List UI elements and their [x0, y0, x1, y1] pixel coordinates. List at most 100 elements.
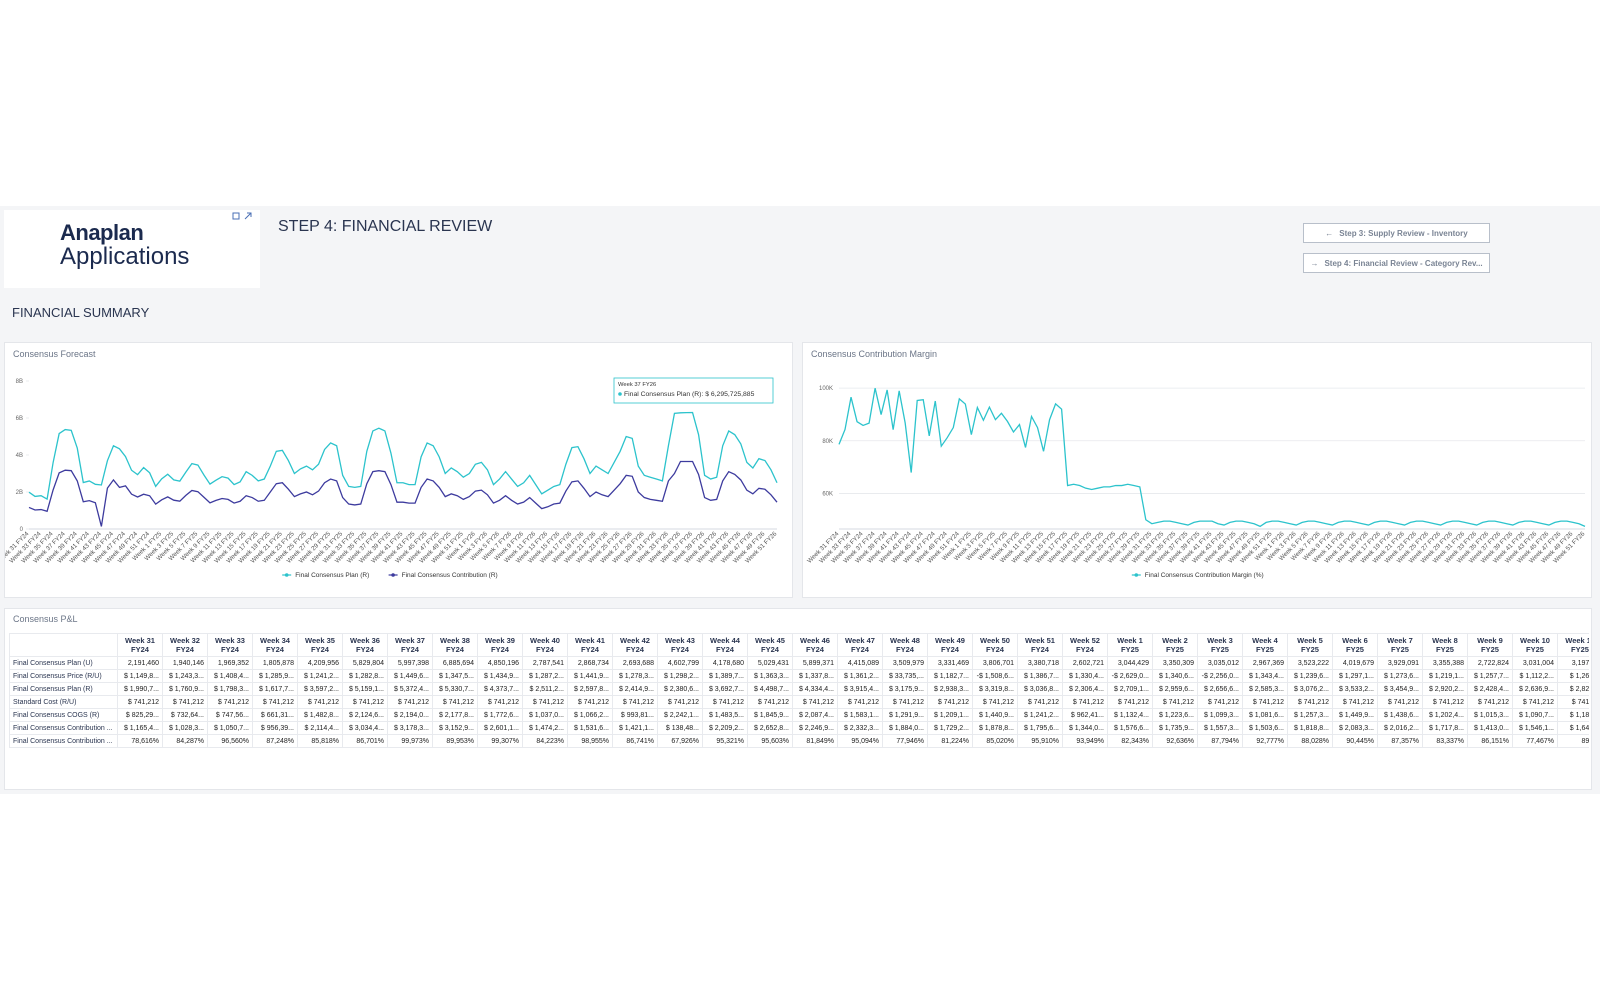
cell: $ 1,298,2...	[657, 669, 703, 683]
cell: $ 2,920,2...	[1422, 682, 1468, 696]
cell: $ 1,798,3...	[207, 682, 253, 696]
cell: $ 1,878,8...	[972, 721, 1018, 735]
cell: $ 2,124,6...	[342, 708, 388, 722]
y-tick-label: 2B	[16, 490, 23, 496]
cell: 3,044,429	[1107, 656, 1153, 670]
legend-dot	[1134, 573, 1139, 577]
cell: 2,693,688	[612, 656, 658, 670]
cell: 81,849%	[792, 734, 838, 748]
cell: $ 2,652,8...	[747, 721, 793, 735]
cell: $ 2,177,8...	[432, 708, 478, 722]
cell: 87,357%	[1377, 734, 1423, 748]
cell: $ 741,212	[522, 695, 568, 709]
cell: $ 1,449,6...	[387, 669, 433, 683]
cell: 2,722,824	[1467, 656, 1513, 670]
cell: $ 1,112,2...	[1512, 669, 1558, 683]
cell: $ 1,347,5...	[432, 669, 478, 683]
cell: $ 1,239,6...	[1287, 669, 1333, 683]
cell: $ 2,016,2...	[1377, 721, 1423, 735]
cell: $ 1,297,1...	[1332, 669, 1378, 683]
cell: $ 732,64...	[162, 708, 208, 722]
column-header: Week 9 FY25	[1467, 633, 1513, 657]
button-label: Step 4: Financial Review - Category Rev.…	[1324, 258, 1483, 268]
row-label: Final Consensus COGS (R)	[9, 708, 118, 722]
cell: 95,603%	[747, 734, 793, 748]
arrow-icon: ←	[1325, 228, 1334, 238]
logo: Anaplan	[60, 220, 144, 245]
cell: $ 741,212	[207, 695, 253, 709]
table-card: Consensus P&L Week 31 FY24 Week 32 FY24 We…	[4, 608, 1592, 790]
cell: $ 33,735,...	[882, 669, 928, 683]
cell: $ 741,212	[702, 695, 748, 709]
cell: $ 2,636,9...	[1512, 682, 1558, 696]
cell: $ 1,090,7...	[1512, 708, 1558, 722]
cell: $ 2,601,1...	[477, 721, 523, 735]
column-header: Week 8 FY25	[1422, 633, 1468, 657]
cell: $ 2,306,4...	[1062, 682, 1108, 696]
cell: $ 3,319,8...	[972, 682, 1018, 696]
cell: $ 1,760,9...	[162, 682, 208, 696]
y-tick-label: 0	[20, 527, 24, 533]
cell: $ 1,330,4...	[1062, 669, 1108, 683]
cell: $ 741,212	[972, 695, 1018, 709]
cell: $ 741,212	[837, 695, 883, 709]
y-tick-label: 4B	[16, 453, 23, 459]
cell: 96,560%	[207, 734, 253, 748]
cell: $ 747,56...	[207, 708, 253, 722]
cell: $ 2,114,4...	[297, 721, 343, 735]
cell: 3,806,701	[972, 656, 1018, 670]
cell: $ 741,212	[567, 695, 613, 709]
cell: $ 1,273,6...	[1377, 669, 1423, 683]
cell: $ 661,31...	[252, 708, 298, 722]
series-line	[838, 388, 1586, 528]
column-header: Week 35 FY24	[297, 633, 343, 657]
cell: $ 1,408,4...	[207, 669, 253, 683]
cell: 4,209,956	[297, 656, 343, 670]
cell: $ 1,285,9...	[252, 669, 298, 683]
table-row: Final Consensus Plan (R) $ 1,990,7... $ 1,…	[9, 682, 1589, 696]
column-header: Week 6 FY25	[1332, 633, 1378, 657]
table-wrap: Week 31 FY24 Week 32 FY24 Week 33 FY24 Week…	[9, 633, 1589, 748]
logo-card: Anaplan Applications	[4, 210, 260, 288]
nav-button[interactable]: ← Step 3: Supply Review - Inventory	[1303, 223, 1490, 243]
cell: 86,151%	[1467, 734, 1513, 748]
cell: $ 1,202,4...	[1422, 708, 1468, 722]
cell: $ 1,223,6...	[1152, 708, 1198, 722]
y-tick-label: 6B	[16, 416, 23, 422]
cell: 86,741%	[612, 734, 658, 748]
column-header: Week 2 FY25	[1152, 633, 1198, 657]
cell: $ 1,617,7...	[252, 682, 298, 696]
cell: $ 741,212	[1287, 695, 1333, 709]
cell: 2,787,541	[522, 656, 568, 670]
column-header: Week 42 FY24	[612, 633, 658, 657]
cell: $ 1,182,7...	[927, 669, 973, 683]
cell: 4,415,089	[837, 656, 883, 670]
cell: 85,020%	[972, 734, 1018, 748]
column-header: Week 52 FY24	[1062, 633, 1108, 657]
cell: $ 5,372,4...	[387, 682, 433, 696]
logo-subtitle: Applications	[60, 243, 190, 270]
cell: $ 1,441,9...	[567, 669, 613, 683]
cell: $ 3,692,7...	[702, 682, 748, 696]
series-line	[28, 460, 778, 527]
column-header: Week 49 FY24	[927, 633, 973, 657]
cell: 5,997,398	[387, 656, 433, 670]
cell: $ 1,257,7...	[1467, 669, 1513, 683]
cell: 4,178,680	[702, 656, 748, 670]
column-header: Week 51 FY24	[1017, 633, 1063, 657]
cell: $ 741,212	[882, 695, 928, 709]
cell: $ 1,386,7...	[1017, 669, 1063, 683]
series-line	[28, 411, 778, 501]
nav-button[interactable]: → Step 4: Financial Review - Category Rev…	[1303, 253, 1490, 273]
y-tick-label: 60K	[822, 491, 833, 497]
cell: $ 1,884,0...	[882, 721, 928, 735]
column-header: Week 37 FY24	[387, 633, 433, 657]
cell: 3,523,222	[1287, 656, 1333, 670]
cell: 5,829,804	[342, 656, 388, 670]
cell: $ 2,380,6...	[657, 682, 703, 696]
column-header: Week 41 FY24	[567, 633, 613, 657]
legend-label: Final Consensus Contribution (R)	[402, 572, 498, 579]
cell: $ 1,165,4...	[117, 721, 163, 735]
cell: $ 3,175,9...	[882, 682, 928, 696]
